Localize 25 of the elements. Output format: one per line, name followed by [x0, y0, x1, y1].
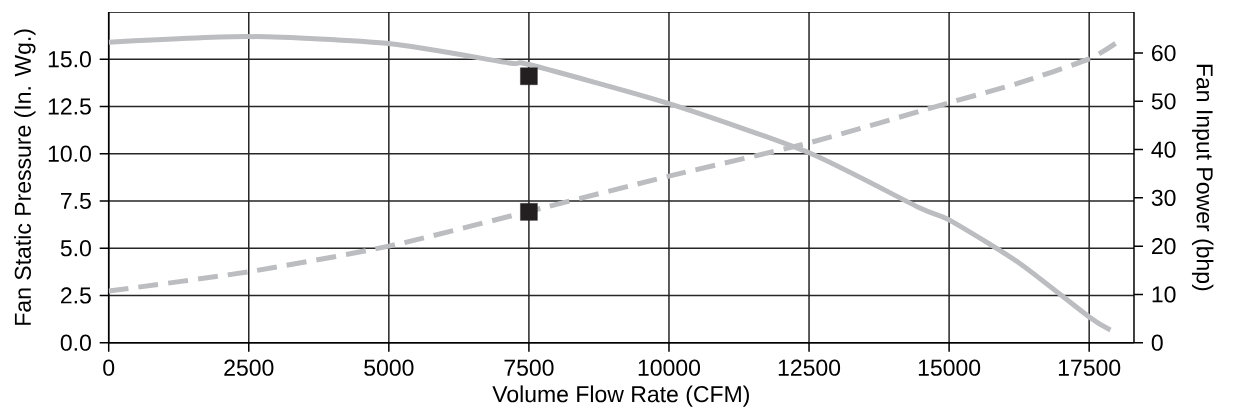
x-tick-label: 5000 — [364, 359, 414, 376]
x-tick-label: 0 — [103, 359, 115, 376]
y2-tick-label: 10 — [1152, 286, 1176, 303]
y2-tick-label: 40 — [1151, 141, 1176, 158]
x-tick-label: 2500 — [224, 359, 274, 376]
x-tick-label: 15000 — [918, 359, 981, 376]
x-axis-title: Volume Flow Rate (CFM) — [492, 385, 749, 407]
y-tick-label: 10.0 — [48, 145, 91, 162]
y-axis-title: Fan Static Pressure (In. Wg.) — [14, 29, 36, 325]
y-tick-label: 2.5 — [61, 287, 91, 304]
x-tick-label: 12500 — [778, 359, 841, 376]
y-tick-label: 12.5 — [48, 98, 91, 115]
y-tick-label: 7.5 — [61, 192, 91, 209]
y2-tick-label: 50 — [1151, 93, 1176, 110]
y-tick-label: 0.0 — [60, 334, 91, 351]
y2-tick-label: 20 — [1152, 238, 1176, 255]
x-tick-label: 10000 — [638, 359, 701, 376]
y-tick-label: 5.0 — [60, 240, 91, 257]
y2-tick-label: 0 — [1151, 334, 1163, 351]
y-tick-label: 15.0 — [48, 51, 91, 68]
x-tick-label: 7500 — [504, 359, 554, 376]
x-tick-label: 17500 — [1058, 359, 1121, 376]
y2-tick-label: 30 — [1151, 189, 1176, 206]
y2-tick-label: 60 — [1152, 44, 1176, 62]
y2-axis-title: Fan Input Power (bhp) — [1191, 64, 1214, 291]
